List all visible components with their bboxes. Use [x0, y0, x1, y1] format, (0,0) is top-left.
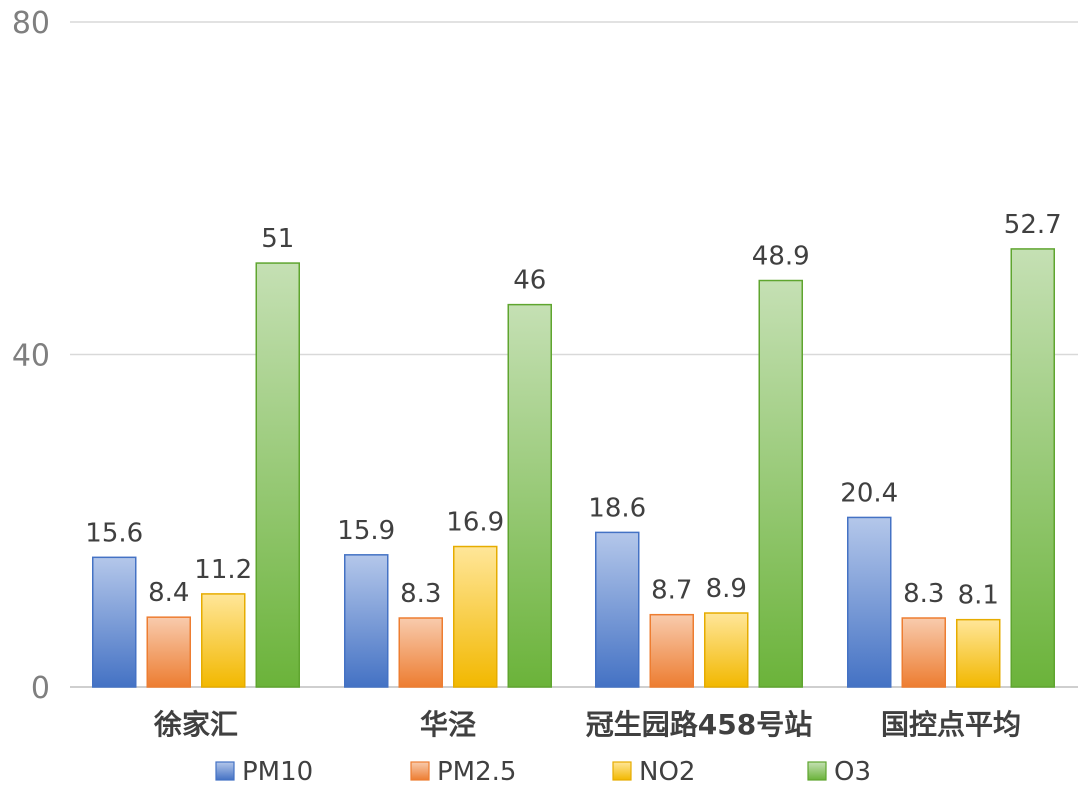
legend-swatch-no2 [612, 761, 632, 781]
data-label: 15.9 [337, 516, 395, 546]
legend-swatch-pm25 [410, 761, 430, 781]
category-label: 华泾 [420, 708, 476, 741]
category-label: 国控点平均 [881, 708, 1021, 741]
bar-o3-3 [758, 279, 803, 688]
legend-swatch-o3 [807, 761, 827, 781]
data-label: 52.7 [1004, 210, 1062, 240]
y-tick-label: 80 [12, 6, 50, 41]
data-label: 15.6 [85, 518, 143, 548]
bar-pm25-1 [146, 616, 191, 688]
data-label: 8.7 [651, 576, 692, 606]
data-label: 18.6 [588, 493, 646, 523]
bar-pm25-4 [901, 617, 946, 688]
data-label: 11.2 [194, 555, 252, 585]
data-label: 46 [513, 266, 546, 296]
y-axis-ticks: 0 40 80 [12, 6, 50, 706]
data-label: 8.9 [706, 574, 747, 604]
bar-o3-2 [507, 303, 552, 688]
legend-swatch-pm10 [215, 761, 235, 781]
data-label: 8.1 [958, 581, 999, 611]
data-label: 16.9 [446, 508, 504, 538]
bar-pm10-2 [344, 554, 389, 688]
category-labels: 徐家汇 华泾 冠生园路458号站 国控点平均 [153, 708, 1021, 741]
bar-o3-1 [255, 262, 300, 688]
bars [92, 248, 1055, 688]
bar-no2-4 [956, 618, 1001, 688]
bar-pm10-1 [92, 556, 137, 688]
y-tick-label: 40 [12, 339, 50, 374]
legend-label: PM2.5 [437, 757, 516, 787]
bar-no2-3 [704, 612, 749, 688]
data-label: 8.3 [400, 579, 441, 609]
data-label: 8.4 [148, 578, 189, 608]
legend: PM10 PM2.5 NO2 O3 [215, 757, 871, 787]
category-label: 冠生园路458号站 [586, 708, 812, 741]
y-tick-label: 0 [31, 671, 50, 706]
data-labels: 15.68.411.2 51 15.9 8.3 16.9 46 18.6 8.7 8.9 48.9… [85, 210, 1061, 611]
legend-label: NO2 [639, 757, 695, 787]
legend-label: PM10 [242, 757, 313, 787]
data-label: 8.3 [903, 579, 944, 609]
data-label: 48.9 [752, 242, 810, 272]
bar-pm10-3 [595, 531, 640, 688]
bar-pm25-2 [398, 617, 443, 688]
data-label: 51 [261, 224, 294, 254]
bar-pm10-4 [847, 516, 892, 688]
category-label: 徐家汇 [153, 708, 238, 741]
data-label: 20.4 [840, 478, 898, 508]
legend-label: O3 [834, 757, 871, 787]
bar-o3-4 [1010, 248, 1055, 688]
bar-pm25-3 [649, 613, 694, 688]
bar-no2-1 [201, 593, 246, 688]
bar-no2-2 [453, 545, 498, 688]
